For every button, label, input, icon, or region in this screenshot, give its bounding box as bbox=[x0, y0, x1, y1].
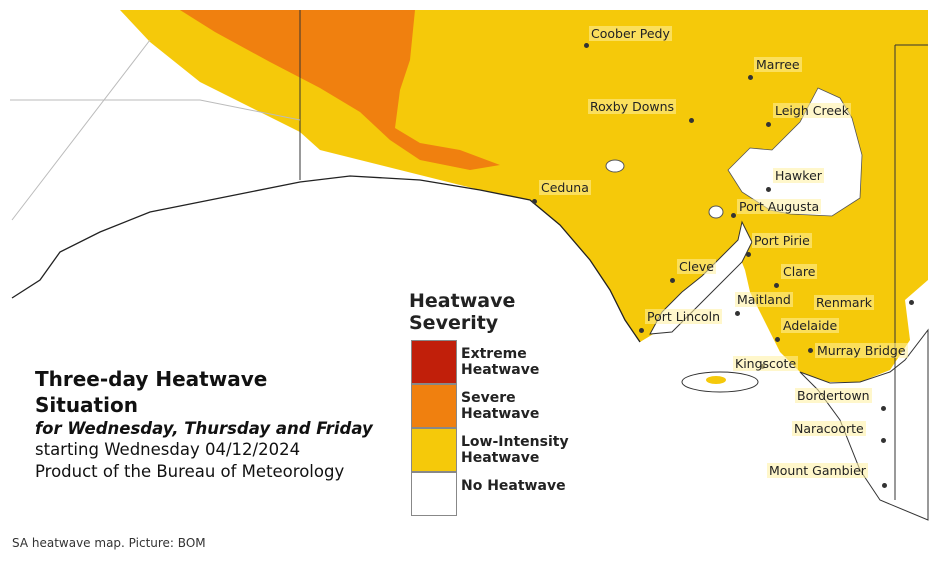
place-dot bbox=[775, 337, 780, 342]
place-label: Marree bbox=[754, 57, 802, 72]
place-dot bbox=[735, 311, 740, 316]
island-patch bbox=[706, 376, 726, 384]
legend-swatch bbox=[411, 340, 457, 384]
place-label: Naracoorte bbox=[792, 421, 866, 436]
state-border bbox=[10, 99, 301, 121]
place-dot bbox=[909, 300, 914, 305]
place-label: Coober Pedy bbox=[589, 26, 672, 41]
place-dot bbox=[748, 75, 753, 80]
place-label: Cleve bbox=[677, 259, 716, 274]
place-label: Murray Bridge bbox=[815, 343, 908, 358]
place-dot bbox=[882, 483, 887, 488]
coastline bbox=[11, 175, 641, 343]
place-dot bbox=[808, 348, 813, 353]
place-dot bbox=[584, 43, 589, 48]
info: Three-day Heatwave Situation for Wednesd… bbox=[35, 366, 395, 483]
severe-area bbox=[180, 10, 500, 170]
place-dot bbox=[746, 252, 751, 257]
place-dot bbox=[689, 118, 694, 123]
place-label: Ceduna bbox=[539, 180, 591, 195]
place-dot bbox=[766, 122, 771, 127]
place-label: Bordertown bbox=[795, 388, 872, 403]
place-dot bbox=[766, 187, 771, 192]
legend-label: No Heatwave bbox=[461, 478, 566, 494]
place-dot bbox=[881, 406, 886, 411]
place-label: Kingscote bbox=[733, 356, 799, 371]
state-border bbox=[11, 39, 151, 221]
legend-label: Severe Heatwave bbox=[461, 390, 540, 422]
info-subtitle: for Wednesday, Thursday and Friday bbox=[35, 419, 373, 438]
info-period: starting Wednesday 04/12/2024 bbox=[35, 440, 301, 459]
legend-label: Extreme Heatwave bbox=[461, 346, 540, 378]
place-label: Renmark bbox=[814, 295, 874, 310]
place-label: Clare bbox=[781, 264, 818, 279]
legend-title: Heatwave Severity bbox=[409, 290, 516, 334]
map bbox=[10, 10, 929, 521]
place-label: Port Augusta bbox=[737, 199, 822, 214]
place-label: Leigh Creek bbox=[773, 103, 851, 118]
caption: SA heatwave map. Picture: BOM bbox=[12, 536, 206, 550]
legend-label: Low-Intensity Heatwave bbox=[461, 434, 569, 466]
place-dot bbox=[532, 199, 537, 204]
place-dot bbox=[881, 438, 886, 443]
place-dot bbox=[670, 278, 675, 283]
place-label: Adelaide bbox=[781, 318, 840, 333]
place-dot bbox=[731, 213, 736, 218]
low-intensity-area bbox=[120, 10, 928, 382]
legend-swatch bbox=[411, 472, 457, 516]
place-label: Hawker bbox=[773, 168, 824, 183]
lake bbox=[708, 205, 724, 219]
place-label: Roxby Downs bbox=[588, 99, 677, 114]
lake bbox=[605, 159, 625, 173]
gulf bbox=[649, 220, 753, 335]
info-title: Three-day Heatwave Situation bbox=[35, 367, 268, 417]
place-label: Mount Gambier bbox=[767, 463, 868, 478]
legend-swatch bbox=[411, 428, 457, 472]
place-dot bbox=[774, 283, 779, 288]
info-source: Product of the Bureau of Meteorology bbox=[35, 462, 345, 481]
place-dot bbox=[639, 328, 644, 333]
place-label: Port Pirie bbox=[752, 233, 812, 248]
legend-swatch bbox=[411, 384, 457, 428]
place-label: Maitland bbox=[735, 292, 793, 307]
place-label: Port Lincoln bbox=[645, 309, 723, 324]
